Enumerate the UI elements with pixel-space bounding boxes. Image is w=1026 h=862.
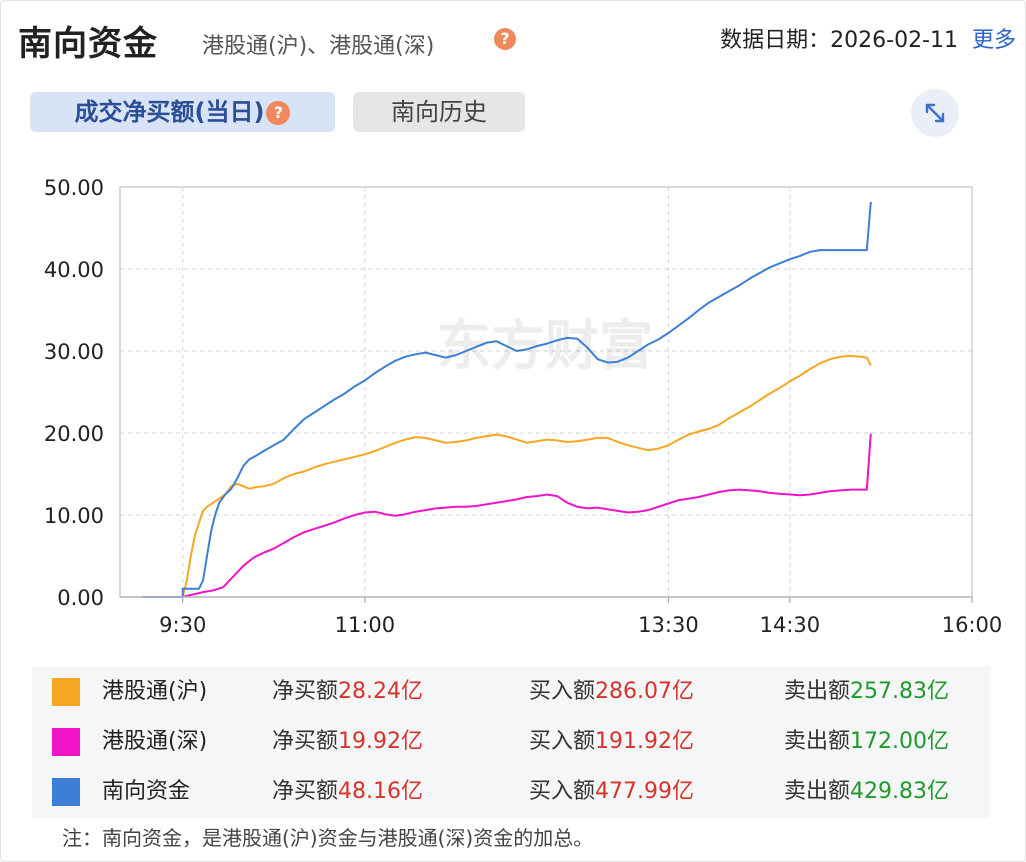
x-tick-label: 16:00 <box>942 613 1003 637</box>
data-date: 数据日期：2026-02-11 <box>720 28 958 53</box>
net-buy-value: 净买额28.24亿 <box>272 679 423 704</box>
line-shanghai <box>142 354 872 598</box>
header: 南向资金 港股通(沪)、港股通(深) ? 数据日期：2026-02-11 更多 <box>18 8 1016 68</box>
y-tick-label: 0.00 <box>57 586 104 610</box>
more-link[interactable]: 更多 <box>971 28 1016 53</box>
legend-swatch <box>52 678 80 706</box>
buy-value: 买入额477.99亿 <box>529 779 694 804</box>
x-tick-label: 14:30 <box>760 613 821 637</box>
legend-row-southbound: 南向资金 净买额48.16亿 买入额477.99亿 卖出额429.83亿 <box>32 767 990 817</box>
page-subtitle: 港股通(沪)、港股通(深) <box>202 34 435 59</box>
footnote: 注：南向资金，是港股通(沪)资金与港股通(深)资金的加总。 <box>62 826 594 850</box>
y-tick-label: 20.00 <box>44 422 104 446</box>
y-tick-label: 40.00 <box>44 258 104 282</box>
legend-row-shanghai: 港股通(沪) 净买额28.24亿 买入额286.07亿 卖出额257.83亿 <box>32 667 990 717</box>
legend-name: 港股通(沪) <box>102 679 208 704</box>
sell-value: 卖出额172.00亿 <box>784 729 949 754</box>
help-icon[interactable]: ? <box>494 28 516 50</box>
x-tick-label: 11:00 <box>335 613 396 637</box>
sell-value: 卖出额429.83亿 <box>784 779 949 804</box>
tab-southbound-history-label: 南向历史 <box>391 98 487 126</box>
buy-value: 买入额191.92亿 <box>529 729 694 754</box>
expand-arrows-icon <box>925 103 945 123</box>
y-tick-label: 10.00 <box>44 504 104 528</box>
chart-watermark: 东方财富 <box>437 314 653 377</box>
help-icon[interactable]: ? <box>266 101 291 125</box>
legend-panel: 港股通(沪) 净买额28.24亿 买入额286.07亿 卖出额257.83亿 港… <box>32 666 990 818</box>
legend-swatch <box>52 778 80 806</box>
legend-swatch <box>52 728 80 756</box>
sell-value: 卖出额257.83亿 <box>784 679 949 704</box>
net-buy-value: 净买额48.16亿 <box>272 779 423 804</box>
tab-southbound-history[interactable]: 南向历史 <box>353 92 525 132</box>
net-buy-line-chart: 东方财富 0.00 10.00 20.00 30.00 40.00 50.00 9:30 11… <box>44 176 1003 637</box>
expand-button[interactable] <box>911 89 959 137</box>
y-tick-label: 50.00 <box>44 176 104 200</box>
tab-net-buy-today[interactable]: 成交净买额(当日)? <box>30 92 335 132</box>
page-title: 南向资金 <box>18 24 158 64</box>
y-tick-label: 30.00 <box>44 340 104 364</box>
line-shenzhen <box>142 433 872 598</box>
x-tick-label: 9:30 <box>159 613 206 637</box>
line-southbound <box>142 202 872 598</box>
legend-name: 港股通(深) <box>102 729 208 754</box>
tab-net-buy-today-label: 成交净买额(当日) <box>74 98 265 126</box>
net-buy-value: 净买额19.92亿 <box>272 729 423 754</box>
buy-value: 买入额286.07亿 <box>529 679 694 704</box>
legend-row-shenzhen: 港股通(深) 净买额19.92亿 买入额191.92亿 卖出额172.00亿 <box>32 717 990 767</box>
x-tick-label: 13:30 <box>638 613 699 637</box>
legend-name: 南向资金 <box>102 779 191 804</box>
plot-frame <box>119 186 973 598</box>
